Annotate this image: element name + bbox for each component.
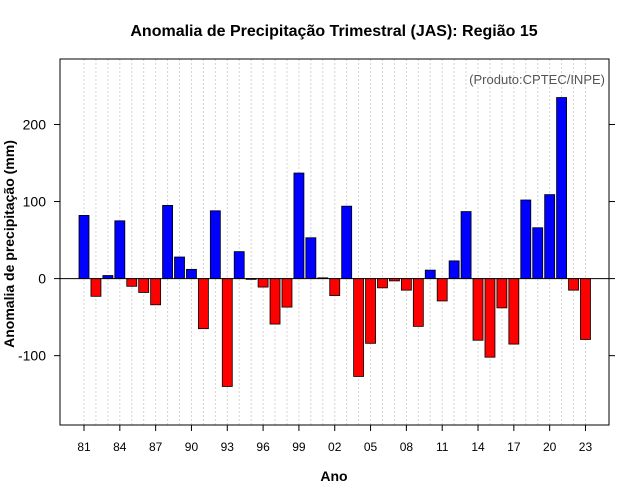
- bar-2010: [424, 269, 436, 279]
- bar-1985: [126, 278, 138, 287]
- bar-1994: [233, 251, 245, 279]
- bar-2004: [353, 278, 365, 377]
- bar-1986: [138, 278, 150, 293]
- bar-1987: [150, 278, 162, 306]
- bar-2009: [412, 278, 424, 327]
- bar-2006: [377, 278, 388, 289]
- y-tick-label: 100: [23, 194, 47, 210]
- bar-1998: [281, 278, 293, 308]
- bar-2018: [520, 199, 532, 279]
- bar-2003: [341, 205, 353, 280]
- bar-2012: [448, 260, 460, 280]
- bar-1989: [174, 256, 185, 280]
- x-axis-title: Ano: [320, 468, 347, 484]
- bar-1981: [78, 215, 90, 279]
- bar-2008: [400, 278, 412, 291]
- y-tick-label: 200: [23, 116, 47, 132]
- x-tick-label: 05: [364, 440, 378, 454]
- bar-1996: [257, 278, 269, 288]
- bar-2014: [472, 278, 484, 341]
- bar-1991: [197, 278, 209, 330]
- x-tick-label: 87: [149, 440, 163, 454]
- bar-2020: [544, 194, 556, 279]
- bar-2022: [568, 278, 579, 291]
- x-tick-label: 02: [328, 440, 342, 454]
- y-tick-label: -100: [18, 348, 46, 364]
- x-tick-label: 11: [436, 440, 449, 454]
- vertical-grid: [83, 59, 586, 425]
- bar-1982: [90, 278, 102, 297]
- x-tick-label: 93: [221, 440, 235, 454]
- bar-2011: [436, 278, 448, 302]
- x-tick-label: 84: [113, 440, 127, 454]
- x-tick-label: 14: [471, 440, 485, 454]
- bar-2015: [484, 278, 496, 358]
- bars: [78, 97, 591, 387]
- x-tick-label: 90: [185, 440, 199, 454]
- bar-2005: [365, 278, 376, 344]
- bar-2023: [580, 278, 591, 340]
- bar-2002: [329, 278, 341, 296]
- bar-1988: [162, 204, 173, 279]
- y-axis-title: Anomalia de precipitação (mm): [1, 140, 17, 348]
- bar-2013: [460, 211, 472, 279]
- x-tick-label: 23: [579, 440, 593, 454]
- x-tick-label: 08: [400, 440, 414, 454]
- bar-2017: [508, 278, 520, 345]
- x-tick-label: 17: [507, 440, 521, 454]
- bar-1993: [221, 278, 233, 387]
- source-credit: (Produto:CPTEC/INPE): [469, 72, 605, 87]
- bar-1992: [209, 210, 221, 279]
- bar-2000: [305, 237, 317, 279]
- bar-1990: [186, 268, 197, 280]
- bar-1997: [269, 278, 281, 325]
- chart-title: Anomalia de Precipitação Trimestral (JAS…: [130, 23, 537, 40]
- x-tick-label: 81: [77, 440, 91, 454]
- y-axis: -100 0 100 200: [18, 116, 615, 364]
- bar-2016: [496, 278, 508, 309]
- bar-1984: [114, 220, 126, 280]
- bar-1999: [293, 172, 305, 279]
- bar-2021: [556, 97, 567, 279]
- bar-2019: [532, 227, 544, 280]
- x-tick-label: 20: [543, 440, 557, 454]
- y-tick-label: 0: [38, 271, 46, 287]
- x-tick-label: 96: [256, 440, 270, 454]
- x-axis: 81 84 87 90 93 96 99 02 05 08 11 14 17 20 23: [77, 424, 593, 454]
- x-tick-label: 99: [292, 440, 306, 454]
